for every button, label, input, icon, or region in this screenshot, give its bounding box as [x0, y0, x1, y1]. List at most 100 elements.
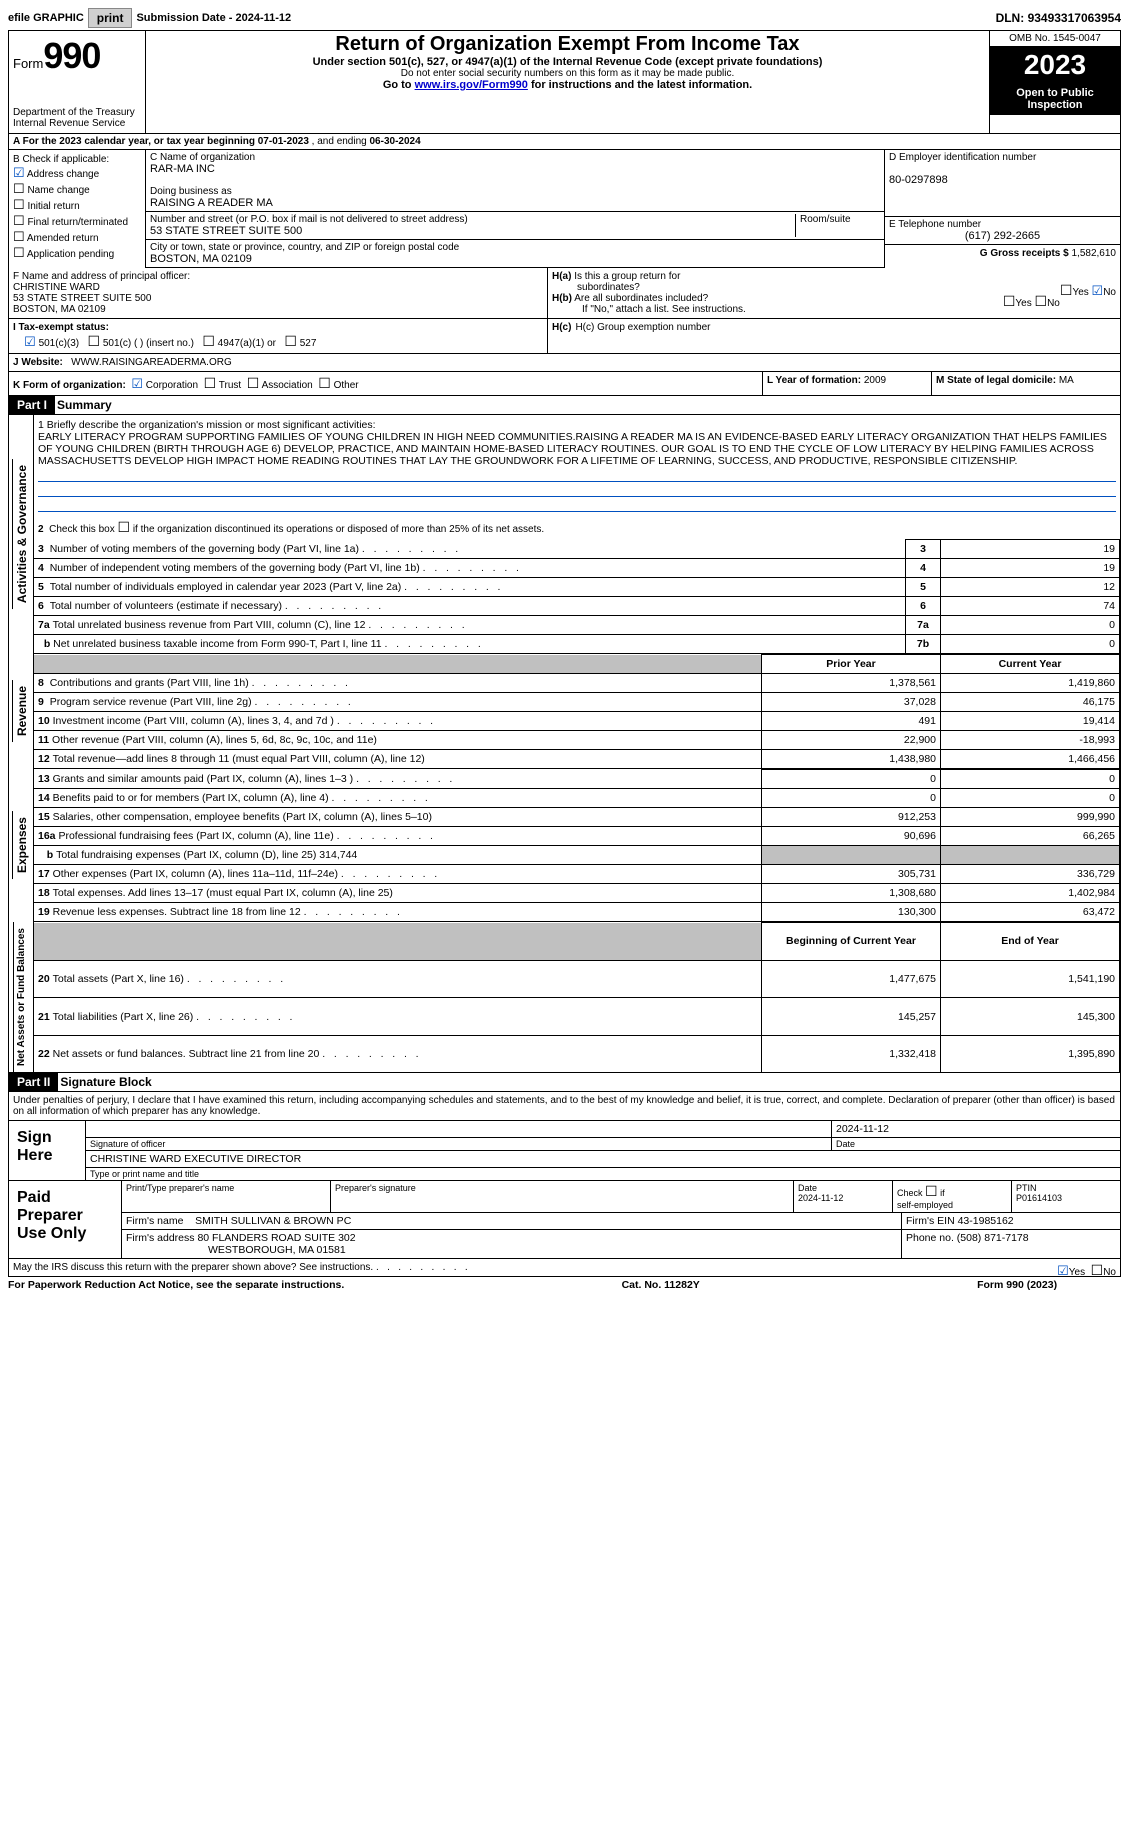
org-name: RAR-MA INC	[150, 163, 880, 175]
self-employed-check: Check ifself-employed	[893, 1181, 1012, 1212]
chk-501c3[interactable]	[24, 338, 36, 349]
org-name-label: C Name of organization	[150, 152, 880, 163]
page-footer: For Paperwork Reduction Act Notice, see …	[8, 1277, 1057, 1291]
firm-name: SMITH SULLIVAN & BROWN PC	[195, 1215, 351, 1227]
discuss-no[interactable]	[1091, 1267, 1104, 1278]
q1-label: 1 Briefly describe the organization's mi…	[38, 419, 1116, 431]
chk-4947[interactable]	[202, 338, 215, 349]
print-button[interactable]: print	[88, 8, 133, 28]
dln-field: DLN: 93493317063954	[996, 11, 1121, 25]
part1-title: Summary	[55, 396, 114, 414]
fein-label: Firm's EIN	[906, 1215, 958, 1227]
expenses-table: 13 Grants and similar amounts paid (Part…	[34, 769, 1120, 922]
chk-application-pending[interactable]	[13, 249, 25, 260]
part1-tag: Part I	[9, 396, 55, 414]
governance-table: 3 Number of voting members of the govern…	[34, 539, 1120, 654]
ha-yes[interactable]	[1060, 287, 1073, 298]
officer-addr1: 53 STATE STREET SUITE 500	[13, 293, 543, 304]
dba-label: Doing business as	[150, 186, 880, 197]
sig-officer-label: Signature of officer	[86, 1138, 831, 1150]
chk-final-return[interactable]	[13, 217, 25, 228]
city-value: BOSTON, MA 02109	[150, 253, 880, 265]
net-assets-table: Beginning of Current YearEnd of Year 20 …	[34, 922, 1120, 1072]
firm-phone: (508) 871-7178	[957, 1232, 1029, 1244]
chk-assoc[interactable]	[247, 380, 260, 391]
chk-trust[interactable]	[204, 380, 217, 391]
chk-address-change[interactable]	[13, 169, 25, 180]
city-label: City or town, state or province, country…	[150, 242, 880, 253]
chk-discontinued[interactable]	[117, 524, 130, 535]
officer-signature-name: CHRISTINE WARD EXECUTIVE DIRECTOR	[86, 1151, 1120, 1168]
row-k-org-form: K Form of organization: Corporation Trus…	[9, 372, 763, 395]
row-m-state: M State of legal domicile: MA	[932, 372, 1120, 395]
gross-value: 1,582,610	[1072, 248, 1117, 259]
col-b-checkboxes: B Check if applicable: Address change Na…	[9, 150, 146, 268]
chk-initial-return[interactable]	[13, 201, 25, 212]
ha-no[interactable]	[1092, 287, 1104, 298]
colb-header: B Check if applicable:	[13, 154, 141, 165]
row-i-tax-status: I Tax-exempt status: 501(c)(3) 501(c) ( …	[9, 319, 548, 353]
sign-here-label: Sign Here	[9, 1121, 86, 1180]
discuss-yes[interactable]	[1057, 1267, 1069, 1278]
officer-name: CHRISTINE WARD	[13, 282, 543, 293]
form-subtitle-1: Under section 501(c), 527, or 4947(a)(1)…	[150, 56, 985, 68]
chk-other[interactable]	[318, 380, 331, 391]
officer-name-label: Type or print name and title	[86, 1168, 1120, 1180]
addr-value: 53 STATE STREET SUITE 500	[150, 225, 795, 237]
efile-label: efile GRAPHIC	[8, 12, 84, 24]
part2-tag: Part II	[9, 1073, 58, 1091]
revenue-table: Prior YearCurrent Year 8 Contributions a…	[34, 654, 1120, 769]
chk-name-change[interactable]	[13, 185, 25, 196]
ptin-label: PTIN	[1016, 1183, 1037, 1193]
discuss-row: May the IRS discuss this return with the…	[9, 1259, 1120, 1276]
perjury-text: Under penalties of perjury, I declare th…	[9, 1092, 1120, 1121]
room-label: Room/suite	[796, 214, 880, 237]
cat-number: Cat. No. 11282Y	[622, 1279, 700, 1291]
hb-yes[interactable]	[1003, 298, 1016, 309]
chk-amended-return[interactable]	[13, 233, 25, 244]
hb-row: H(b) Are all subordinates included? Yes …	[552, 293, 1116, 304]
prep-sig-label: Preparer's signature	[331, 1181, 794, 1212]
form-page: Form 990 (2023)	[977, 1279, 1057, 1291]
chk-self-employed[interactable]	[925, 1188, 938, 1198]
firm-addr2: WESTBOROUGH, MA 01581	[126, 1244, 346, 1256]
chk-527[interactable]	[284, 338, 297, 349]
firm-name-label: Firm's name	[126, 1215, 183, 1227]
pra-notice: For Paperwork Reduction Act Notice, see …	[8, 1279, 344, 1291]
open-to-public: Open to Public Inspection	[990, 83, 1120, 115]
fein-value: 43-1985162	[958, 1215, 1014, 1227]
paid-preparer-label: Paid Preparer Use Only	[9, 1181, 122, 1258]
q1-mission-text: EARLY LITERACY PROGRAM SUPPORTING FAMILI…	[38, 431, 1116, 467]
gross-label: G Gross receipts $	[980, 248, 1072, 259]
tab-revenue: Revenue	[12, 680, 31, 742]
hc-row: H(c)H(c) Group exemption number	[548, 319, 1120, 353]
hb-no[interactable]	[1035, 298, 1048, 309]
tab-net-assets: Net Assets or Fund Balances	[13, 922, 29, 1072]
prep-name-label: Print/Type preparer's name	[122, 1181, 331, 1212]
prep-date-label: Date	[798, 1183, 817, 1193]
omb-number: OMB No. 1545-0047	[990, 31, 1120, 47]
row-a-taxyear: A For the 2023 calendar year, or tax yea…	[9, 134, 1120, 150]
irs-link[interactable]: www.irs.gov/Form990	[415, 79, 528, 91]
tax-year: 2023	[990, 47, 1120, 83]
chk-corp[interactable]	[131, 380, 143, 391]
tel-value: (617) 292-2665	[889, 230, 1116, 242]
officer-label: F Name and address of principal officer:	[13, 271, 543, 282]
form-header: Form990 Department of the Treasury Inter…	[9, 31, 1120, 134]
row-l-year: L Year of formation: 2009	[763, 372, 932, 395]
q2-checkbox-line: 2 Check this box if the organization dis…	[34, 516, 1120, 539]
dept-label: Department of the Treasury Internal Reve…	[13, 107, 141, 129]
tab-expenses: Expenses	[12, 811, 31, 879]
row-j-website: J Website: WWW.RAISINGAREADERMA.ORG	[9, 354, 1120, 371]
firm-addr-label: Firm's address	[126, 1232, 195, 1244]
form-subtitle-2: Do not enter social security numbers on …	[150, 68, 985, 79]
ein-value: 80-0297898	[889, 174, 1116, 186]
subdate-label: Submission Date - 2024-11-12	[136, 12, 291, 24]
chk-501c[interactable]	[87, 338, 100, 349]
part2-title: Signature Block	[58, 1073, 153, 1091]
firm-addr1: 80 FLANDERS ROAD SUITE 302	[197, 1232, 355, 1244]
officer-addr2: BOSTON, MA 02109	[13, 304, 543, 315]
sign-date: 2024-11-12	[831, 1121, 1120, 1137]
form-title: Return of Organization Exempt From Incom…	[150, 33, 985, 56]
prep-date: 2024-11-12	[798, 1193, 843, 1203]
